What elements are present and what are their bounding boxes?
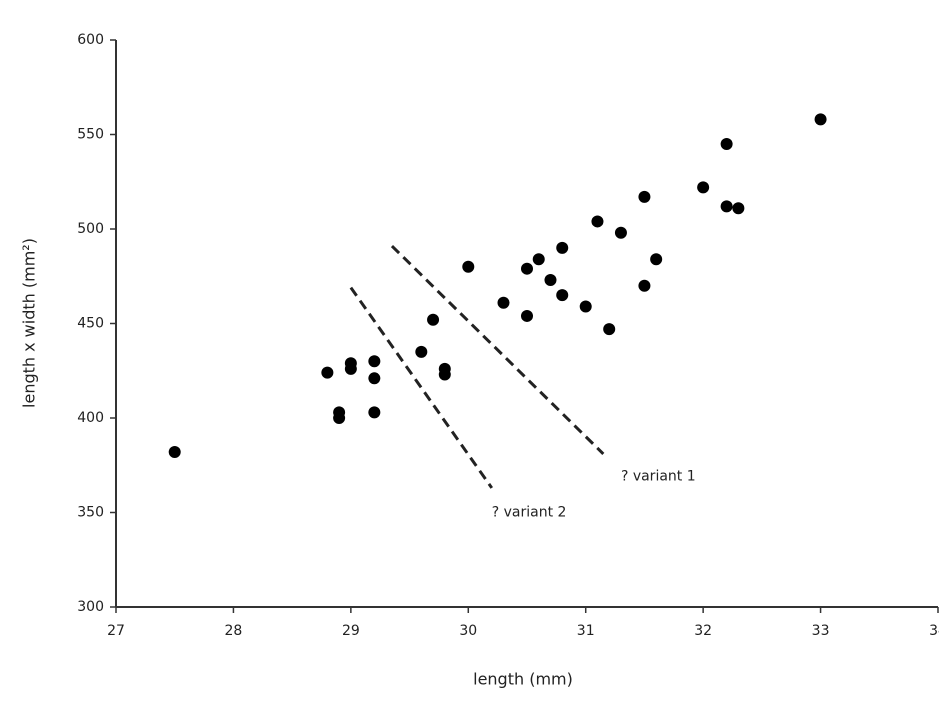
data-point bbox=[697, 181, 710, 194]
y-tick-label: 550 bbox=[77, 127, 104, 143]
x-tick-label: 33 bbox=[812, 623, 830, 639]
data-point bbox=[544, 274, 557, 287]
x-tick-label: 31 bbox=[577, 623, 595, 639]
y-tick-label: 600 bbox=[77, 32, 104, 48]
y-tick-label: 450 bbox=[77, 316, 104, 332]
data-point bbox=[638, 279, 651, 292]
y-tick-label: 500 bbox=[77, 221, 104, 237]
data-point bbox=[368, 372, 381, 385]
x-tick-label: 32 bbox=[694, 623, 712, 639]
data-point bbox=[368, 406, 381, 419]
data-point bbox=[321, 366, 334, 379]
data-point bbox=[556, 289, 569, 302]
data-point bbox=[438, 368, 451, 381]
data-point bbox=[579, 300, 592, 313]
annotation-label: ? variant 2 bbox=[492, 505, 567, 521]
x-axis-label: length (mm) bbox=[473, 670, 573, 689]
data-point bbox=[415, 345, 428, 358]
data-point bbox=[650, 253, 663, 266]
y-tick-label: 350 bbox=[77, 505, 104, 521]
x-tick-label: 30 bbox=[459, 623, 477, 639]
y-tick-label: 300 bbox=[77, 599, 104, 615]
data-point bbox=[614, 226, 627, 239]
data-point bbox=[732, 202, 745, 215]
x-tick-label: 28 bbox=[225, 623, 243, 639]
annotation-line bbox=[349, 286, 493, 489]
y-axis-label: length x width (mm²) bbox=[20, 238, 39, 408]
data-point bbox=[638, 190, 651, 203]
x-tick-label: 29 bbox=[342, 623, 360, 639]
data-point bbox=[333, 412, 346, 424]
data-point bbox=[556, 241, 569, 254]
x-tick-label: 27 bbox=[107, 623, 125, 639]
x-tick-label: 34 bbox=[929, 623, 939, 639]
data-point bbox=[344, 362, 357, 375]
data-point bbox=[368, 355, 381, 368]
y-tick-label: 400 bbox=[77, 410, 104, 426]
data-point bbox=[462, 260, 475, 273]
data-point bbox=[168, 446, 181, 459]
annotation-line bbox=[390, 244, 605, 455]
data-point bbox=[591, 215, 604, 228]
data-point bbox=[521, 309, 533, 322]
data-point bbox=[720, 137, 733, 150]
data-point bbox=[521, 262, 533, 275]
annotation-label: ? variant 1 bbox=[621, 469, 696, 485]
data-point bbox=[497, 296, 510, 309]
data-point bbox=[532, 253, 545, 266]
data-point bbox=[814, 113, 827, 126]
data-point bbox=[603, 323, 616, 336]
data-point bbox=[427, 313, 440, 326]
data-point bbox=[720, 200, 733, 213]
